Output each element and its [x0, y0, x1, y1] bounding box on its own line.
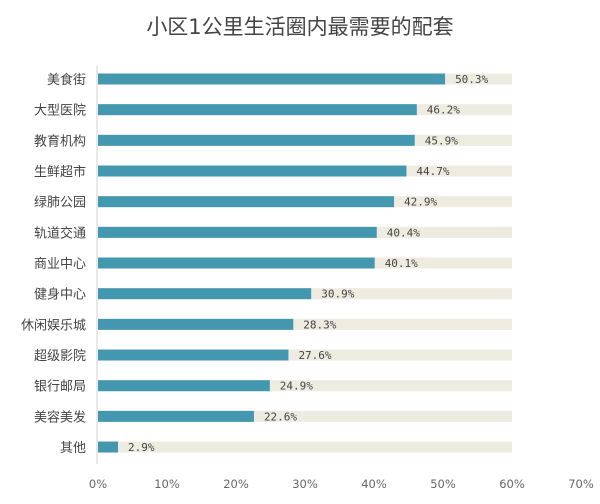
category-label: 其他: [60, 441, 86, 456]
category-label: 休闲娱乐城: [21, 318, 86, 333]
bar-track: [98, 349, 512, 361]
value-label: 24.9%: [280, 380, 313, 393]
x-tick-label: 50%: [430, 477, 456, 491]
value-label: 22.6%: [264, 410, 297, 423]
x-tick-label: 70%: [568, 477, 594, 491]
x-tick-label: 40%: [361, 477, 387, 491]
x-tick-label: 60%: [499, 477, 525, 491]
category-label: 健身中心: [34, 287, 86, 303]
value-label: 30.9%: [321, 288, 354, 301]
bar: [98, 288, 312, 300]
x-tick-label: 20%: [223, 477, 249, 491]
value-label: 42.9%: [404, 196, 437, 209]
x-tick-label: 30%: [292, 477, 318, 491]
bar: [98, 441, 119, 453]
bar: [98, 410, 254, 422]
category-label: 教育机构: [34, 133, 86, 149]
bar-track: [98, 410, 512, 422]
value-label: 27.6%: [298, 349, 331, 362]
value-label: 50.3%: [455, 73, 488, 86]
category-label: 银行邮局: [34, 380, 86, 395]
value-label: 44.7%: [416, 165, 449, 178]
bar: [98, 104, 417, 116]
value-label: 40.1%: [385, 257, 418, 270]
category-label: 绿肺公园: [34, 196, 86, 211]
bar: [98, 165, 407, 177]
bar: [98, 257, 375, 269]
bar: [98, 380, 270, 392]
bar: [98, 196, 395, 208]
value-label: 40.4%: [387, 226, 420, 239]
value-label: 45.9%: [425, 134, 458, 147]
category-label: 大型医院: [34, 104, 86, 119]
x-tick-label: 10%: [154, 477, 180, 491]
category-label: 美容美发: [34, 409, 86, 425]
value-label: 28.3%: [303, 318, 336, 331]
category-label: 美食街: [47, 72, 86, 88]
bar: [98, 134, 415, 146]
bar: [98, 226, 377, 238]
bar-track: [98, 380, 512, 392]
bar: [98, 318, 294, 330]
category-label: 超级影院: [34, 349, 86, 364]
value-label: 2.9%: [128, 441, 155, 454]
bar: [98, 73, 446, 85]
category-label: 轨道交通: [34, 225, 86, 241]
category-label: 商业中心: [34, 257, 86, 272]
value-label: 46.2%: [427, 104, 460, 117]
bar-track: [98, 441, 512, 453]
category-label: 生鲜超市: [34, 164, 86, 180]
chart-title: 小区1公里生活圈内最需要的配套: [146, 15, 453, 39]
bar-track: [98, 318, 512, 330]
x-tick-label: 0%: [89, 477, 107, 491]
bar: [98, 349, 289, 361]
